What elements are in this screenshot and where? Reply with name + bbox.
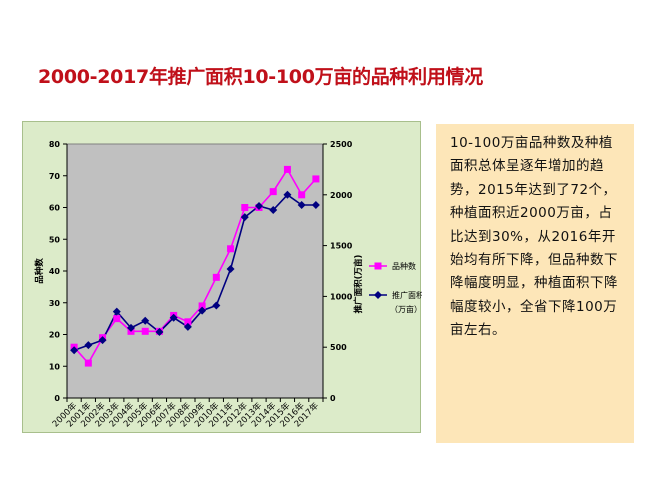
legend-label-varieties: 品种数 (392, 261, 416, 271)
slide-title: 2000-2017年推广面积10-100万亩的品种利用情况 (38, 66, 483, 88)
marker-varieties (312, 175, 320, 183)
marker-varieties (241, 204, 249, 211)
left-tick-label: 20 (49, 331, 61, 340)
left-tick-label: 50 (49, 235, 61, 244)
left-tick-label: 10 (49, 362, 61, 371)
marker-area (240, 213, 249, 222)
marker-area (297, 200, 306, 209)
marker-area (283, 190, 292, 199)
marker-varieties (141, 327, 149, 335)
marker-area (169, 313, 178, 322)
right-tick-label: 1500 (330, 242, 353, 251)
marker-area (141, 316, 150, 325)
marker-area (311, 200, 320, 209)
marker-area (112, 307, 121, 316)
marker-area (155, 327, 164, 336)
marker-varieties (227, 245, 235, 253)
right-tick-label: 1000 (330, 292, 353, 301)
marker-area (84, 341, 93, 350)
legend-label-area: 推广面积 (392, 290, 422, 300)
plot-area (66, 143, 324, 399)
marker-varieties (198, 302, 206, 310)
left-tick-label: 40 (49, 267, 61, 276)
marker-area (226, 264, 235, 273)
left-tick-label: 60 (49, 204, 61, 213)
marker-area (269, 206, 278, 215)
marker-varieties (184, 318, 192, 326)
marker-area (127, 323, 135, 332)
marker-area (183, 322, 192, 331)
marker-varieties (269, 188, 277, 196)
legend-marker-varieties (374, 262, 382, 270)
marker-varieties (283, 165, 291, 173)
marker-area (212, 301, 221, 310)
right-tick-label: 500 (330, 343, 347, 352)
marker-area (255, 201, 263, 210)
marker-varieties (113, 315, 121, 323)
y-axis-label: 品种数 (34, 258, 45, 284)
marker-area (98, 336, 107, 345)
left-tick-label: 70 (49, 172, 61, 181)
marker-area (198, 306, 207, 315)
left-tick-label: 80 (49, 140, 61, 149)
right-tick-label: 2500 (330, 140, 353, 149)
right-tick-label: 0 (330, 394, 336, 403)
legend-marker-area (374, 291, 382, 299)
chart-panel: 0 10 20 30 40 50 60 70 80 0 500 1000 1500 2000 2500 2… (22, 121, 422, 433)
marker-area (70, 346, 79, 355)
y2-axis-label: 推广面积(万亩) (353, 255, 364, 314)
marker-varieties (212, 273, 220, 281)
marker-varieties (84, 359, 92, 367)
note-text: 10-100万亩品种数及种植面积总体呈逐年增加的趋势，2015年达到了72个，种… (450, 135, 618, 339)
legend-label-area-unit: （万亩） (390, 304, 422, 314)
note-box: 10-100万亩品种数及种植面积总体呈逐年增加的趋势，2015年达到了72个，种… (436, 124, 634, 443)
right-tick-label: 2000 (330, 191, 353, 200)
left-tick-label: 30 (49, 299, 61, 308)
left-tick-label: 0 (54, 394, 60, 403)
marker-varieties (298, 191, 306, 199)
